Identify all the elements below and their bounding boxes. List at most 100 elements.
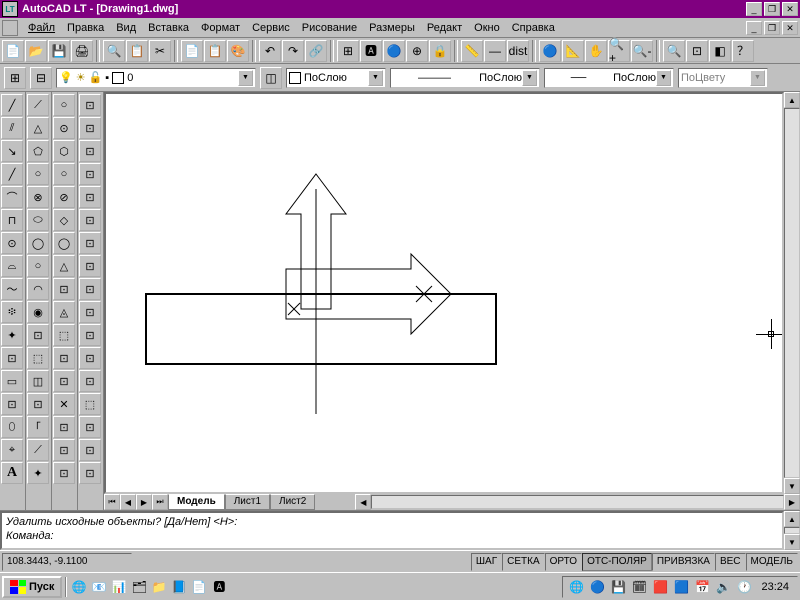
linetype-dropdown[interactable]: ———ПоСлою ▼	[390, 68, 540, 88]
palette-tool-button[interactable]: ⊡	[79, 347, 101, 369]
palette-tool-button[interactable]: ⊡	[79, 255, 101, 277]
lineweight-dropdown[interactable]: ──ПоСлою ▼	[544, 68, 674, 88]
palette-tool-button[interactable]: ⊗	[27, 186, 49, 208]
quick-launch-icon[interactable]: 📧	[90, 578, 108, 596]
command-input[interactable]: Удалить исходные объекты? [Да/Нет] <Н>: …	[0, 511, 784, 550]
tray-icon[interactable]: 📅	[693, 578, 711, 596]
menu-window[interactable]: Окно	[468, 20, 506, 36]
menu-edit[interactable]: Правка	[61, 20, 110, 36]
scroll-up-button[interactable]: ▲	[784, 92, 800, 108]
dropdown-arrow-icon[interactable]: ▼	[522, 70, 537, 86]
toolbar-button[interactable]: 🔍+	[608, 40, 630, 62]
palette-tool-button[interactable]: ⬭	[27, 209, 49, 231]
toolbar-button[interactable]: 🔍	[103, 40, 125, 62]
layer-manager-button[interactable]: ⊞	[4, 67, 26, 89]
vertical-scrollbar[interactable]: ▲ ▼	[784, 92, 800, 494]
menu-draw[interactable]: Рисование	[296, 20, 363, 36]
tab-nav-last[interactable]: ⏭	[152, 494, 168, 510]
scroll-left-button[interactable]: ◀	[355, 494, 371, 510]
palette-tool-button[interactable]: ◇	[53, 209, 75, 231]
palette-tool-button[interactable]: ⬠	[27, 140, 49, 162]
toolbar-button[interactable]: ⊞	[337, 40, 359, 62]
palette-tool-button[interactable]: △	[27, 117, 49, 139]
close-button[interactable]: ✕	[782, 2, 798, 16]
toolbar-button[interactable]: 🔵	[539, 40, 561, 62]
toolbar-button[interactable]: 🔗	[305, 40, 327, 62]
palette-tool-button[interactable]: ◯	[53, 232, 75, 254]
quick-launch-icon[interactable]: 🌐	[70, 578, 88, 596]
palette-tool-button[interactable]: ⊡	[53, 347, 75, 369]
menu-help[interactable]: Справка	[506, 20, 561, 36]
palette-tool-button[interactable]: ⊡	[1, 393, 23, 415]
toolbar-button[interactable]: dist	[507, 40, 529, 62]
dropdown-arrow-icon[interactable]: ▼	[238, 70, 253, 86]
dropdown-arrow-icon[interactable]: ▼	[368, 70, 383, 86]
palette-tool-button[interactable]: ✕	[53, 393, 75, 415]
taskbar-clock[interactable]: 23:24	[757, 581, 793, 593]
dropdown-arrow-icon[interactable]: ▼	[750, 70, 765, 86]
scroll-down-button[interactable]: ▼	[784, 478, 800, 494]
toolbar-button[interactable]: 📄	[181, 40, 203, 62]
mdi-restore-button[interactable]: ❐	[764, 21, 780, 35]
palette-tool-button[interactable]: ⊙	[1, 232, 23, 254]
layout-tab[interactable]: Модель	[168, 494, 225, 510]
toolbar-button[interactable]: 🔍	[663, 40, 685, 62]
toolbar-button[interactable]: ✋	[585, 40, 607, 62]
palette-tool-button[interactable]: ⊓	[1, 209, 23, 231]
palette-tool-button[interactable]: ◯	[27, 232, 49, 254]
palette-tool-button[interactable]: ◬	[53, 301, 75, 323]
quick-launch-icon[interactable]: 📄	[190, 578, 208, 596]
palette-tool-button[interactable]: ⊡	[27, 393, 49, 415]
tab-nav-prev[interactable]: ◀	[120, 494, 136, 510]
layout-tab[interactable]: Лист1	[225, 494, 270, 510]
palette-tool-button[interactable]: ⊡	[79, 462, 101, 484]
palette-tool-button[interactable]: ⟋	[27, 439, 49, 461]
menu-insert[interactable]: Вставка	[142, 20, 195, 36]
palette-tool-button[interactable]: ○	[53, 94, 75, 116]
menu-modify[interactable]: Редакт	[421, 20, 468, 36]
tray-icon[interactable]: 🌐	[567, 578, 585, 596]
menu-file[interactable]: Файл	[22, 20, 61, 36]
quick-launch-icon[interactable]: 🅰	[210, 578, 228, 596]
quick-launch-icon[interactable]: 📊	[110, 578, 128, 596]
palette-tool-button[interactable]: ⬚	[27, 347, 49, 369]
toolbar-button[interactable]: 📏	[461, 40, 483, 62]
palette-tool-button[interactable]: ⬚	[53, 324, 75, 346]
palette-tool-button[interactable]: ⊡	[79, 117, 101, 139]
quick-launch-icon[interactable]: 📘	[170, 578, 188, 596]
status-toggle[interactable]: ВЕС	[715, 553, 746, 571]
menu-format[interactable]: Формат	[195, 20, 246, 36]
palette-tool-button[interactable]: ⊡	[79, 94, 101, 116]
palette-tool-button[interactable]: ○	[27, 163, 49, 185]
menu-dimension[interactable]: Размеры	[363, 20, 421, 36]
palette-tool-button[interactable]: ⊡	[79, 232, 101, 254]
command-scrollbar[interactable]: ▲▼	[784, 511, 800, 550]
status-toggle[interactable]: ШАГ	[471, 553, 502, 571]
coordinate-display[interactable]: 108.3443, -9.1100	[2, 553, 132, 571]
toolbar-button[interactable]: 📂	[25, 40, 47, 62]
palette-tool-button[interactable]: ⊡	[79, 209, 101, 231]
palette-tool-button[interactable]: ⫽	[1, 117, 23, 139]
palette-tool-button[interactable]: ○	[53, 163, 75, 185]
quick-launch-icon[interactable]: 📁	[150, 578, 168, 596]
palette-tool-button[interactable]: ⊡	[79, 324, 101, 346]
scroll-right-button[interactable]: ▶	[784, 494, 800, 510]
palette-tool-button[interactable]: ⬯	[1, 416, 23, 438]
tray-icon[interactable]: 🔵	[588, 578, 606, 596]
palette-tool-button[interactable]: ⊡	[79, 439, 101, 461]
palette-tool-button[interactable]: ✦	[1, 324, 23, 346]
quick-launch-icon[interactable]: 🗂	[130, 578, 148, 596]
toolbar-button[interactable]: 🔒	[429, 40, 451, 62]
menu-tools[interactable]: Сервис	[246, 20, 296, 36]
palette-tool-button[interactable]: ⊡	[79, 278, 101, 300]
toolbar-button[interactable]: 📋	[204, 40, 226, 62]
maximize-button[interactable]: ❐	[764, 2, 780, 16]
toolbar-button[interactable]: 🎨	[227, 40, 249, 62]
plotstyle-dropdown[interactable]: ПоЦвету ▼	[678, 68, 768, 88]
palette-tool-button[interactable]: ⊡	[79, 140, 101, 162]
palette-tool-button[interactable]: ⊡	[1, 347, 23, 369]
mdi-close-button[interactable]: ✕	[782, 21, 798, 35]
drawing-canvas[interactable]	[104, 92, 784, 494]
palette-tool-button[interactable]: ⌓	[1, 255, 23, 277]
toolbar-button[interactable]: 💾	[48, 40, 70, 62]
